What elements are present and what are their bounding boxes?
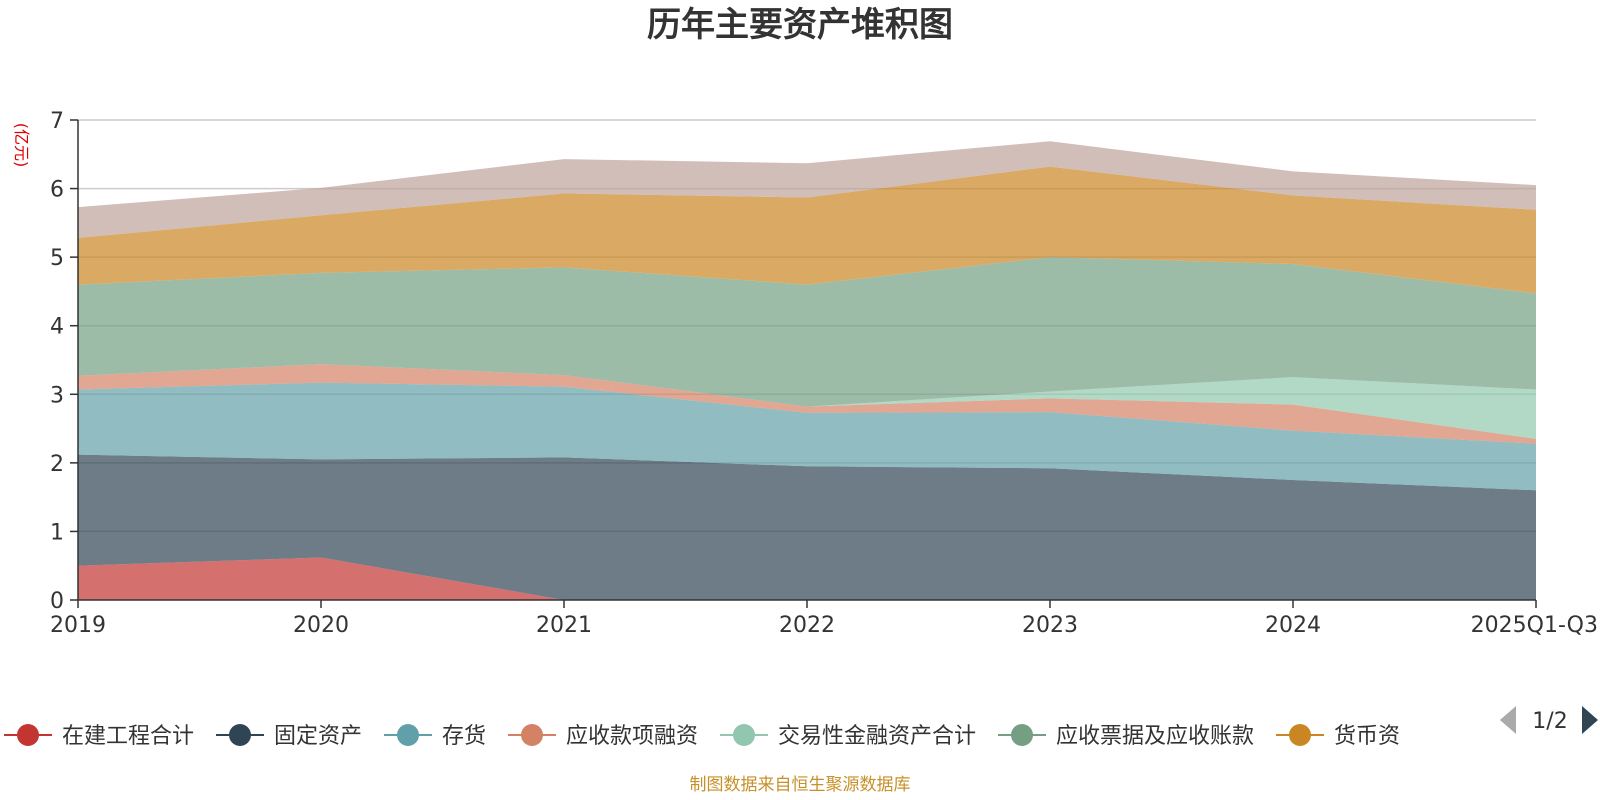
x-tick-label: 2020 xyxy=(293,613,349,638)
area-应收票据及应收账款 xyxy=(78,257,1536,407)
legend-marker-icon xyxy=(229,724,251,746)
area-交易性金融资产合计 xyxy=(78,364,1536,439)
x-tick-label: 2019 xyxy=(50,613,106,638)
y-tick-label: 1 xyxy=(50,520,64,545)
legend-item[interactable]: 应收票据及应收账款 xyxy=(998,724,1254,749)
area-固定资产 xyxy=(78,454,1536,600)
y-tick-label: 0 xyxy=(50,589,64,614)
legend-item[interactable]: 货币资 xyxy=(1276,724,1400,749)
area-其他 xyxy=(78,141,1536,238)
legend-marker-icon xyxy=(521,724,543,746)
y-tick-label: 7 xyxy=(50,109,64,134)
legend-label: 固定资产 xyxy=(274,724,362,749)
y-tick-label: 5 xyxy=(50,246,64,271)
y-tick-labels: 0 1 2 3 4 5 6 7 xyxy=(50,109,78,614)
legend-item[interactable]: 应收款项融资 xyxy=(508,724,698,749)
legend-label: 交易性金融资产合计 xyxy=(778,724,976,749)
area-在建工程合计 xyxy=(78,557,1536,600)
area-货币资金 xyxy=(78,166,1536,294)
legend-marker-icon xyxy=(17,724,39,746)
x-tick-label: 2024 xyxy=(1265,613,1321,638)
legend-marker-icon xyxy=(397,724,419,746)
legend-item[interactable]: 存货 xyxy=(384,724,486,749)
legend-page-indicator: 1/2 xyxy=(1532,709,1567,734)
legend-label: 货币资 xyxy=(1334,724,1400,749)
legend-item[interactable]: 在建工程合计 xyxy=(4,724,194,749)
legend-item[interactable]: 固定资产 xyxy=(216,724,362,749)
legend-prev-page-icon[interactable] xyxy=(1500,706,1516,734)
legend-next-page-icon[interactable] xyxy=(1582,706,1598,734)
legend-marker-icon xyxy=(733,724,755,746)
y-tick-label: 3 xyxy=(50,383,64,408)
legend-marker-icon xyxy=(1011,724,1033,746)
legend-label: 应收票据及应收账款 xyxy=(1056,724,1254,749)
x-tick-label: 2023 xyxy=(1022,613,1078,638)
area-存货 xyxy=(78,382,1536,491)
data-source-note: 制图数据来自恒生聚源数据库 xyxy=(690,775,911,795)
y-tick-label: 2 xyxy=(50,452,64,477)
legend-item[interactable]: 交易性金融资产合计 xyxy=(720,724,976,749)
area-series xyxy=(78,141,1536,600)
legend-pager: 1/2 xyxy=(1500,706,1598,734)
legend-label: 存货 xyxy=(442,724,486,749)
y-tick-label: 6 xyxy=(50,178,64,203)
x-tick-label: 2021 xyxy=(536,613,592,638)
legend-label: 在建工程合计 xyxy=(62,724,194,749)
y-tick-label: 4 xyxy=(50,315,64,340)
legend-label: 应收款项融资 xyxy=(566,724,698,749)
x-tick-label: 2025Q1-Q3 xyxy=(1471,613,1598,638)
legend-marker-icon xyxy=(1289,724,1311,746)
legend: 在建工程合计 固定资产 存货 应收款项融资 交易性金融资产合计 应收票据及应收账款 货币资 xyxy=(4,724,1400,749)
area-应收款项融资 xyxy=(78,364,1536,444)
chart-title: 历年主要资产堆积图 xyxy=(647,5,953,45)
y-axis-unit: (亿元) xyxy=(12,123,31,168)
x-tick-label: 2022 xyxy=(779,613,835,638)
x-tick-labels: 2019 2020 2021 2022 2023 2024 2025Q1-Q3 xyxy=(50,600,1598,638)
